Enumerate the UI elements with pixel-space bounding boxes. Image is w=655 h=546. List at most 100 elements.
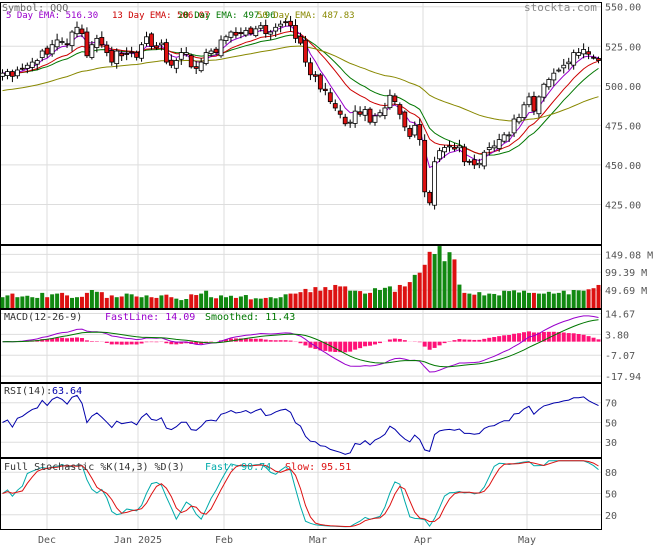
macd-histogram-bar — [74, 337, 79, 342]
volume-bar — [492, 293, 497, 308]
candle-up — [382, 107, 388, 116]
volume-bar — [586, 289, 591, 308]
volume-bar — [20, 296, 25, 308]
volume-bar — [343, 286, 348, 308]
candle-up — [437, 150, 442, 160]
volume-bar — [10, 293, 15, 308]
macd-histogram-bar — [373, 341, 378, 345]
macd-histogram-bar — [129, 341, 134, 345]
candle-up — [243, 30, 249, 36]
candle-up — [457, 145, 462, 149]
macd-histogram-bar — [417, 341, 422, 343]
candle-down — [188, 55, 194, 68]
macd-tick-label: -17.94 — [605, 372, 641, 383]
volume-bar — [497, 295, 502, 308]
macd-histogram-bar — [199, 341, 204, 345]
candle-down — [109, 50, 115, 63]
volume-bar — [581, 290, 586, 308]
candle-down — [154, 45, 159, 49]
volume-bar — [333, 284, 338, 308]
candle-up — [442, 147, 447, 153]
candle-up — [561, 64, 567, 69]
macd-histogram-bar — [353, 341, 358, 350]
macd-histogram-bar — [512, 333, 517, 342]
volume-bar — [328, 290, 333, 308]
volume-bar — [338, 286, 343, 308]
volume-bar — [517, 292, 522, 308]
volume-bar — [323, 287, 328, 308]
rsi-tick-label: 70 — [605, 399, 617, 410]
candle-down — [313, 74, 318, 77]
stochastic-panel-plot — [2, 460, 599, 528]
volume-bar — [353, 290, 358, 308]
macd-tick-label: -7.07 — [605, 351, 635, 362]
macd-histogram-bar — [591, 337, 596, 342]
candle-up — [49, 44, 55, 55]
macd-histogram-bar — [79, 337, 84, 342]
candle-up — [258, 25, 264, 29]
panel-frame-rsi — [0, 383, 602, 458]
candle-up — [29, 61, 35, 68]
macd-smoothed-line — [2, 319, 599, 368]
volume-bar — [452, 259, 457, 308]
macd-histogram-bar — [318, 341, 323, 351]
volume-bar — [531, 292, 536, 308]
volume-bar — [74, 297, 79, 308]
macd-histogram-bar — [65, 338, 70, 342]
candle-up — [228, 31, 234, 38]
macd-fast-line — [2, 315, 599, 373]
volume-bar — [50, 294, 55, 308]
candle-up — [377, 112, 383, 117]
volume-bar — [144, 295, 149, 308]
macd-histogram-bar — [338, 341, 343, 353]
volume-bar — [273, 298, 278, 308]
stoch-tick-label: 80 — [605, 468, 617, 479]
volume-bar — [5, 295, 10, 308]
volume-bar — [194, 295, 199, 308]
volume-tick-label: 149.08 M — [605, 250, 653, 261]
macd-histogram-bar — [164, 341, 169, 344]
volume-tick-label: 49.69 M — [605, 286, 647, 297]
volume-bar — [348, 290, 353, 308]
macd-histogram-bar — [89, 341, 94, 342]
volume-bar — [159, 295, 164, 308]
candle-up — [526, 96, 532, 106]
macd-histogram-bar — [119, 341, 124, 345]
macd-histogram-bar — [278, 340, 283, 342]
stoch-tick-label: 20 — [605, 511, 617, 522]
candle-up — [14, 69, 20, 77]
candle-down — [342, 116, 348, 125]
candle-down — [357, 111, 363, 115]
candle-up — [198, 61, 204, 72]
candle-up — [178, 52, 184, 60]
volume-bar — [30, 297, 35, 308]
macd-histogram-bar — [566, 333, 571, 342]
macd-histogram-bar — [517, 333, 522, 342]
volume-bar — [551, 293, 556, 308]
candle-down — [79, 28, 85, 35]
macd-histogram-bar — [497, 336, 502, 342]
volume-bar — [214, 298, 219, 308]
macd-histogram-bar — [551, 331, 556, 342]
macd-histogram-bar — [462, 339, 467, 342]
candle-up — [352, 110, 358, 124]
macd-histogram-bar — [268, 340, 273, 342]
price-tick-label: 550.00 — [605, 3, 641, 14]
volume-bar — [472, 294, 477, 308]
macd-histogram-bar — [70, 337, 75, 342]
candle-down — [149, 33, 154, 47]
candle-up — [69, 31, 75, 47]
candle-up — [159, 42, 164, 46]
candle-up — [521, 104, 527, 118]
candle-up — [541, 83, 547, 98]
volume-bar — [174, 298, 179, 308]
candle-up — [571, 52, 577, 66]
volume-bar — [596, 284, 601, 308]
volume-bar — [522, 290, 527, 308]
macd-histogram-bar — [45, 339, 50, 342]
volume-bar — [412, 274, 417, 308]
candle-up — [24, 64, 30, 69]
candle-down — [531, 95, 537, 112]
macd-histogram-bar — [179, 341, 184, 344]
